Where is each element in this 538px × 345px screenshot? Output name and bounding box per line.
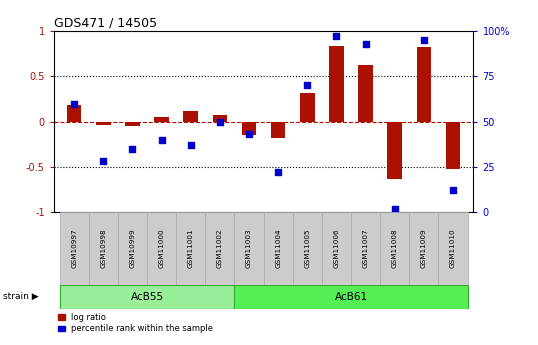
Text: strain ▶: strain ▶ (3, 292, 38, 301)
Text: GDS471 / 14505: GDS471 / 14505 (54, 17, 157, 30)
Point (391, 206, 399, 211)
Legend: log ratio, percentile rank within the sample: log ratio, percentile rank within the sa… (58, 313, 213, 333)
Bar (329, 46, 344, 122)
Text: GSM10998: GSM10998 (101, 229, 107, 268)
Bar (322, 212, 351, 285)
Point (420, 37, 428, 43)
Text: GSM11010: GSM11010 (450, 229, 456, 268)
Text: GSM11000: GSM11000 (159, 229, 165, 268)
Point (362, 41, 370, 47)
Bar (351, 212, 380, 285)
Bar (176, 212, 206, 285)
Bar (380, 212, 409, 285)
Point (70, 101, 79, 106)
Text: GSM11007: GSM11007 (363, 229, 369, 268)
Bar (235, 212, 264, 285)
Bar (358, 66, 373, 122)
Point (303, 82, 312, 88)
Text: GSM11005: GSM11005 (305, 229, 310, 268)
Bar (446, 122, 461, 169)
Point (332, 34, 341, 39)
Bar (60, 285, 235, 309)
Point (449, 188, 457, 193)
Text: GSM11002: GSM11002 (217, 229, 223, 268)
Bar (125, 122, 140, 126)
Text: GSM11006: GSM11006 (334, 229, 339, 268)
Bar (264, 212, 293, 285)
Text: GSM11009: GSM11009 (421, 229, 427, 268)
Bar (89, 212, 118, 285)
Bar (118, 212, 147, 285)
Bar (183, 111, 198, 122)
Point (245, 131, 253, 137)
Text: GSM11004: GSM11004 (275, 229, 281, 268)
Bar (154, 117, 169, 122)
Bar (438, 212, 468, 285)
Point (274, 169, 282, 175)
Text: GSM11008: GSM11008 (392, 229, 398, 268)
Bar (242, 122, 256, 135)
Text: AcB61: AcB61 (335, 292, 367, 302)
Text: GSM10999: GSM10999 (130, 229, 136, 268)
Bar (409, 212, 438, 285)
Point (216, 119, 224, 125)
Bar (147, 212, 176, 285)
Bar (271, 122, 286, 138)
Bar (416, 47, 431, 122)
Bar (293, 212, 322, 285)
Text: GSM11001: GSM11001 (188, 229, 194, 268)
Bar (60, 212, 89, 285)
Bar (235, 285, 468, 309)
Bar (300, 93, 315, 122)
Text: AcB55: AcB55 (131, 292, 164, 302)
Point (187, 142, 195, 148)
Point (99, 159, 108, 164)
Point (157, 137, 166, 142)
Bar (96, 122, 111, 125)
Text: GSM10997: GSM10997 (71, 229, 77, 268)
Bar (206, 212, 235, 285)
Bar (213, 115, 227, 122)
Text: GSM11003: GSM11003 (246, 229, 252, 268)
Point (128, 146, 137, 151)
Bar (387, 122, 402, 179)
Bar (67, 105, 81, 122)
